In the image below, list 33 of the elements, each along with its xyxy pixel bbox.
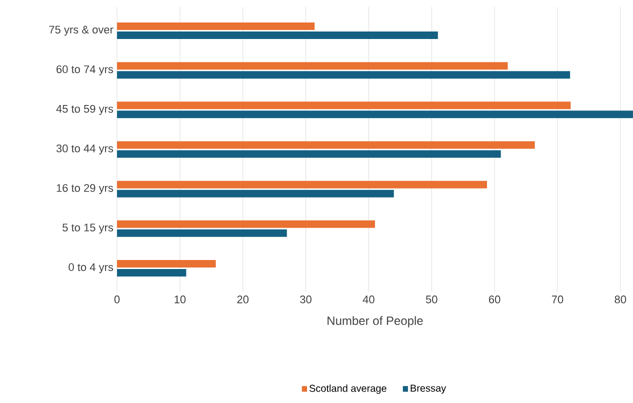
x-tick-label: 30 [300, 296, 312, 304]
bar [117, 110, 633, 118]
bar [117, 220, 375, 228]
y-tick-label: 16 to 29 yrs [56, 184, 114, 194]
bar [117, 31, 438, 39]
bar [117, 180, 487, 188]
x-tick-label: 10 [174, 296, 186, 304]
x-tick-label: 70 [552, 296, 564, 304]
bar [117, 102, 571, 110]
legend-label: Bressay [410, 384, 446, 394]
x-axis-title: Number of People [328, 316, 423, 328]
x-tick-label: 60 [489, 296, 500, 304]
x-tick-label: 80 [614, 296, 626, 304]
x-tick-label: 20 [237, 296, 249, 304]
y-tick-label: 60 to 74 yrs [56, 65, 114, 76]
y-tick-label: 30 to 44 yrs [56, 144, 114, 154]
bar [117, 141, 535, 149]
x-tick-label: 50 [426, 296, 438, 304]
legend-label: Scotland average [309, 384, 386, 394]
bar [117, 62, 508, 70]
x-tick-label: 40 [362, 296, 374, 304]
bar [117, 268, 186, 276]
bar [117, 150, 501, 158]
bar [117, 71, 570, 79]
y-tick-label: 75 yrs & over [49, 26, 114, 36]
bar [117, 229, 287, 237]
y-tick-label: 45 to 59 yrs [56, 104, 114, 115]
y-tick-label: 5 to 15 yrs [62, 224, 114, 234]
bar [117, 190, 394, 198]
bar [117, 260, 216, 268]
bar [117, 22, 315, 30]
y-tick-label: 0 to 4 yrs [68, 263, 114, 274]
x-tick-label: 0 [114, 296, 120, 304]
